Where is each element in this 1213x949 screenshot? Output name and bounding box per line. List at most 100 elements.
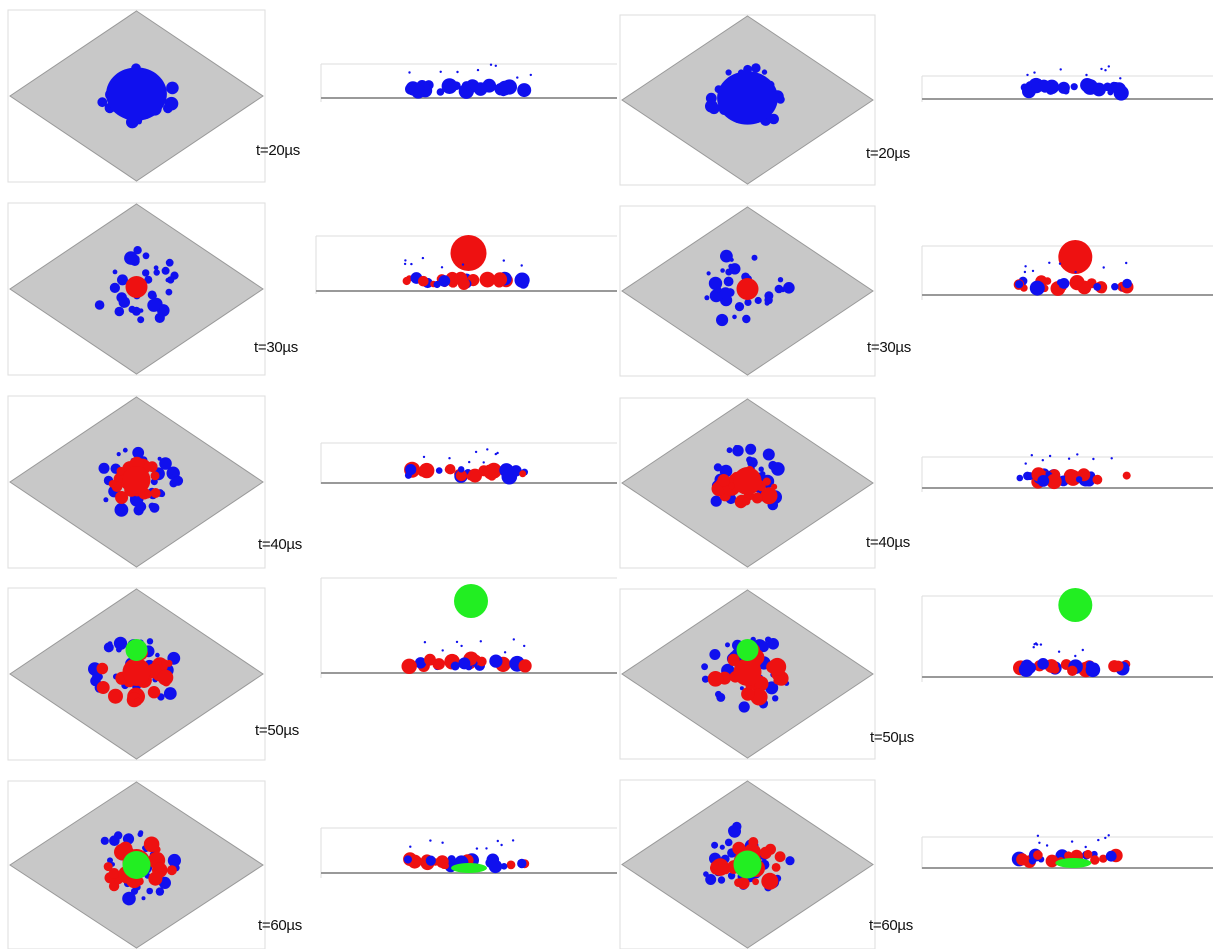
top-view-panel (7, 395, 266, 569)
splat-droplet (405, 83, 417, 95)
splat-droplet (458, 466, 465, 473)
droplet-blue (746, 456, 754, 464)
droplet-blue (142, 252, 150, 260)
droplet-blue (113, 636, 128, 650)
satellite-droplet (1057, 650, 1061, 653)
satellite-droplet (1039, 643, 1043, 646)
droplet-red (761, 872, 779, 890)
droplet-blue (708, 102, 720, 115)
splat-droplet (1090, 855, 1100, 865)
satellite-droplet (1107, 65, 1111, 68)
satellite-droplet (1026, 73, 1029, 77)
droplet-blue (97, 97, 108, 108)
splat-droplet (1092, 474, 1103, 485)
satellite-droplet (520, 264, 523, 267)
satellite-droplet (1085, 73, 1088, 77)
droplet-blue (112, 269, 118, 275)
droplet-red (759, 846, 772, 860)
top-view-panel (7, 202, 266, 376)
splat-droplet (1105, 850, 1117, 862)
droplet-red (143, 836, 160, 853)
splat-droplet (497, 80, 513, 96)
droplet-blue (146, 887, 153, 895)
top-view-panel (619, 14, 876, 186)
satellite-droplet (1059, 68, 1062, 71)
satellite-droplet (494, 452, 497, 456)
droplet-blue (166, 81, 179, 95)
droplet-blue (107, 857, 113, 864)
splat-droplet (1046, 473, 1062, 490)
droplet-blue (742, 314, 751, 324)
droplet-blue (704, 295, 710, 301)
splat-droplet (518, 659, 532, 673)
satellite-droplet (1084, 845, 1087, 849)
side-view-panel (921, 240, 1213, 300)
droplet-blue (729, 263, 741, 275)
droplet-blue (751, 254, 758, 261)
splat-droplet (506, 860, 516, 870)
droplet-blue (751, 63, 761, 73)
satellite-droplet (1067, 457, 1071, 460)
satellite-droplet (1074, 270, 1077, 274)
droplet-blue (161, 266, 170, 275)
droplet-blue (148, 502, 156, 510)
falling-drop-red (450, 235, 487, 271)
splat-droplet (1015, 280, 1024, 289)
satellite-droplet (410, 262, 413, 266)
splat-droplet (423, 84, 430, 91)
droplet-blue (138, 830, 144, 836)
droplet-red (108, 868, 120, 879)
splat-droplet (445, 464, 456, 475)
splat-droplet (500, 863, 508, 870)
side-view-panel (315, 235, 617, 294)
droplet-red (150, 488, 161, 498)
splat-droplet (424, 653, 436, 666)
satellite-droplet (456, 70, 459, 74)
splat-droplet (1080, 78, 1095, 93)
satellite-droplet (529, 73, 532, 77)
droplet-blue (154, 312, 165, 323)
satellite-droplet (441, 841, 444, 844)
satellite-droplet (1033, 71, 1036, 74)
droplet-red (135, 877, 144, 886)
splat-droplet (1086, 660, 1095, 670)
satellite-droplet (1097, 838, 1100, 842)
splat-droplet (1122, 471, 1131, 480)
droplet-blue (130, 254, 140, 264)
splat-droplet (1023, 471, 1032, 481)
splat-droplet (414, 657, 427, 669)
droplet-blue (116, 452, 121, 457)
satellite-droplet (423, 641, 427, 644)
satellite-droplet (440, 266, 444, 269)
droplet-red (774, 851, 786, 863)
droplet-blue (151, 293, 157, 299)
droplet-blue (703, 871, 709, 877)
droplet-blue (720, 249, 733, 263)
satellite-droplet (1034, 642, 1038, 645)
droplet-green (122, 851, 151, 879)
droplet-blue (153, 265, 159, 271)
time-label-left-row1: t=20µs (256, 142, 300, 159)
droplet-blue (724, 838, 733, 847)
top-view-panel (7, 780, 266, 949)
side-view-panel (921, 65, 1213, 102)
splat-droplet (483, 464, 496, 477)
splat-droplet (1016, 853, 1029, 866)
satellite-droplet (1058, 262, 1062, 265)
falling-drop-green (454, 584, 488, 618)
splat-droplet (442, 862, 450, 870)
splat-droplet (436, 88, 445, 96)
splat-droplet (1043, 277, 1052, 285)
droplet-red (771, 863, 781, 872)
droplet-red (742, 497, 751, 506)
splat-droplet (489, 654, 503, 668)
satellite-droplet (475, 847, 479, 850)
splat-droplet (1083, 849, 1093, 859)
green-splat (1055, 858, 1092, 868)
splat-droplet (418, 275, 429, 287)
splat-droplet (1037, 475, 1050, 487)
falling-drop-green (1058, 588, 1093, 622)
satellite-droplet (1081, 648, 1085, 652)
droplet-blue (728, 825, 738, 836)
splat-droplet (1099, 854, 1108, 863)
